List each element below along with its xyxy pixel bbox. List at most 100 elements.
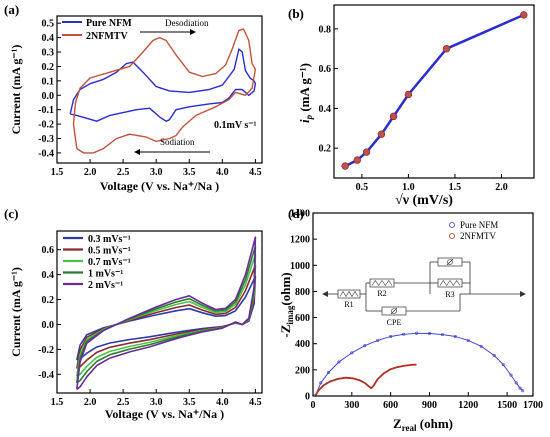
y-tick-label: -0.1 xyxy=(38,105,54,116)
ylabel-main: i xyxy=(297,119,312,123)
panel-a-ylabel: Current (mA g⁻¹) xyxy=(9,45,23,135)
x-tick-label: 1700 xyxy=(523,400,543,411)
data-point xyxy=(520,11,528,19)
data-point xyxy=(327,370,331,374)
circuit-wire xyxy=(390,307,398,315)
panel-a-cv-curve: 1.5 2.0 2.5 3.0 3.5 4.0 4.5 -0.4 -0.3 -0.2 -0.1 0.0… xyxy=(4,2,263,193)
circuit-wire xyxy=(446,258,454,266)
x-tick-label: 900 xyxy=(422,400,437,411)
y-tick-label: 600 xyxy=(295,313,310,324)
x-tick-label: 2.5 xyxy=(117,397,130,408)
ylabel-unit: (mA g⁻¹) xyxy=(297,63,312,115)
panel-c-rate-cv: 1.5 2.0 2.5 3.0 3.5 4.0 4.5 -0.4 -0.2 0.0 0.2 0.4 0.… xyxy=(4,206,263,421)
panel-d-ylabel: -Zimag(ohm) xyxy=(278,272,295,337)
y-tick-label: -0.4 xyxy=(38,148,54,159)
legend-label: 1 mVs⁻¹ xyxy=(88,269,123,280)
x-tick-label: 4.0 xyxy=(216,167,229,178)
data-point xyxy=(442,45,451,53)
panel-b-ylabel: ip (mA g⁻¹) xyxy=(297,63,314,123)
x-tick-label: 1200 xyxy=(458,400,478,411)
arrow-head xyxy=(134,149,140,155)
panel-a-frame xyxy=(56,15,263,164)
data-point xyxy=(404,90,413,99)
data-point xyxy=(479,344,483,348)
x-tick-label: 3.0 xyxy=(150,397,163,408)
resistor-zigzag xyxy=(439,279,461,287)
y-tick-label: 0.3 xyxy=(42,48,55,59)
data-point xyxy=(353,156,361,164)
x-tick-label: 1.5 xyxy=(51,167,64,178)
x-tick-label: 1.5 xyxy=(449,182,462,193)
y-tick-label: 0.1 xyxy=(42,76,55,87)
ylabel-unit: (ohm) xyxy=(278,272,293,305)
cpe-circle xyxy=(447,259,453,265)
arrow-right xyxy=(520,291,526,297)
data-point xyxy=(521,389,525,393)
legend-marker xyxy=(449,233,455,239)
y-tick-label: 0.2 xyxy=(42,295,55,306)
panel-c-xlabel: Voltage (V vs. Na⁺/Na ) xyxy=(105,407,224,421)
rate-cv-series-line xyxy=(76,236,257,390)
y-tick-label: 1000 xyxy=(290,261,310,272)
data-point xyxy=(389,112,398,121)
data-point xyxy=(518,386,522,390)
xlabel-main: Z xyxy=(393,416,402,431)
y-tick-label: 0.4 xyxy=(319,104,332,115)
legend-marker xyxy=(449,222,455,228)
equivalent-circuit: R1 R2 R3 CPE xyxy=(322,257,526,327)
panel-d-xlabel: Zreal (ohm) xyxy=(393,416,453,433)
xlabel-unit: (ohm) xyxy=(417,416,453,431)
y-tick-label: -0.4 xyxy=(38,370,54,381)
panel-b-peak-current: 0.5 1.0 1.5 2.0 0.2 0.4 0.6 0.8 (b) √ν (mV/s) ip (… xyxy=(288,4,535,208)
panel-a-letter: (a) xyxy=(4,2,19,17)
y-tick-label: 200 xyxy=(295,365,310,376)
y-tick-label: 400 xyxy=(295,339,310,350)
legend-label: 2NFMTV xyxy=(86,31,128,42)
data-point xyxy=(501,363,505,367)
annotation-rate: 0.1mV s⁻¹ xyxy=(214,120,257,131)
x-tick-label: 0 xyxy=(311,400,316,411)
legend-label: 0.5 mVs⁻¹ xyxy=(88,246,131,257)
panel-d-letter: (d) xyxy=(288,206,304,221)
resistor-zigzag xyxy=(339,290,359,298)
annotation-desodiation: Desodiation xyxy=(165,18,209,28)
data-point xyxy=(509,373,513,377)
ylabel-main: -Z xyxy=(278,324,293,337)
data-point xyxy=(362,148,371,156)
data-point xyxy=(514,381,518,385)
annotation-sodiation: Sodiation xyxy=(160,137,195,147)
y-tick-label: -0.2 xyxy=(38,345,54,356)
cv-series-line xyxy=(72,28,257,154)
x-tick-label: 2.0 xyxy=(495,182,508,193)
panel-b-frame xyxy=(333,4,535,179)
panel-b-letter: (b) xyxy=(288,6,304,21)
x-tick-label: 2.0 xyxy=(84,397,97,408)
legend-label: Pure NFM xyxy=(86,18,132,29)
x-tick-label: 4.5 xyxy=(249,397,262,408)
circuit-label-r3: R3 xyxy=(445,290,454,299)
y-tick-label: -0.2 xyxy=(38,120,54,131)
y-tick-label: 0.8 xyxy=(319,24,332,35)
peak-current-line xyxy=(344,13,525,168)
x-tick-label: 2.5 xyxy=(117,167,130,178)
y-tick-label: 0.6 xyxy=(42,245,55,256)
y-tick-label: 0.0 xyxy=(42,320,55,331)
x-tick-label: 1.0 xyxy=(402,182,415,193)
data-point xyxy=(492,353,496,357)
arrow-left xyxy=(322,291,328,297)
circuit-label-r1: R1 xyxy=(344,300,353,309)
x-tick-label: 3.5 xyxy=(183,167,196,178)
arrow-head xyxy=(190,29,196,35)
y-tick-label: 0.0 xyxy=(42,91,55,102)
y-tick-label: 0.2 xyxy=(42,62,55,73)
x-tick-label: 2.0 xyxy=(84,167,97,178)
panel-c-ylabel: Current (mA g⁻¹) xyxy=(9,267,23,357)
panel-c-frame xyxy=(56,230,263,394)
resistor-zigzag xyxy=(371,279,393,287)
panel-d-frame xyxy=(312,212,534,397)
panel-a-xlabel: Voltage (V vs. Na⁺/Na ) xyxy=(100,179,219,193)
panel-c-letter: (c) xyxy=(4,206,18,221)
y-tick-label: 1400 xyxy=(290,209,310,220)
x-tick-label: 300 xyxy=(344,400,359,411)
